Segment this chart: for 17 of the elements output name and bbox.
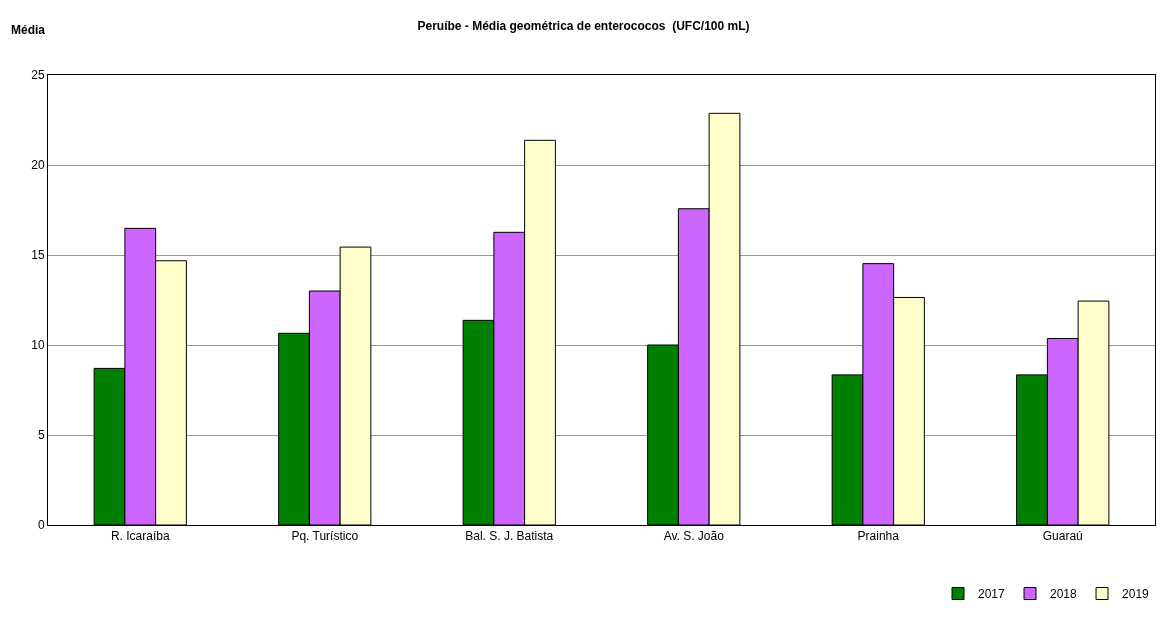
y-tick-label: 10 [31,338,45,353]
legend-label: 2017 [978,587,1006,602]
legend-label: 2019 [1122,587,1150,602]
x-tick-label: R. Icaraíba [110,529,170,544]
x-tick-label: Guaraú [1042,529,1083,544]
y-axis-title: Média [11,23,46,37]
y-tick-label: 15 [31,248,45,263]
y-tick-label: 25 [31,68,45,83]
legend-label: 2018 [1050,587,1078,602]
x-tick-label: Bal. S. J. Batista [465,529,554,544]
y-tick-label: 20 [31,158,45,173]
x-tick-label: Prainha [857,529,900,544]
y-tick-label: 5 [37,428,45,443]
chart-title: Peruíbe - Média geométrica de enterococos (UFC/100 mL) [417,19,750,34]
x-tick-label: Pq. Turístico [291,529,359,544]
x-tick-label: Av. S. João [663,529,725,544]
y-tick-label: 0 [37,518,45,533]
